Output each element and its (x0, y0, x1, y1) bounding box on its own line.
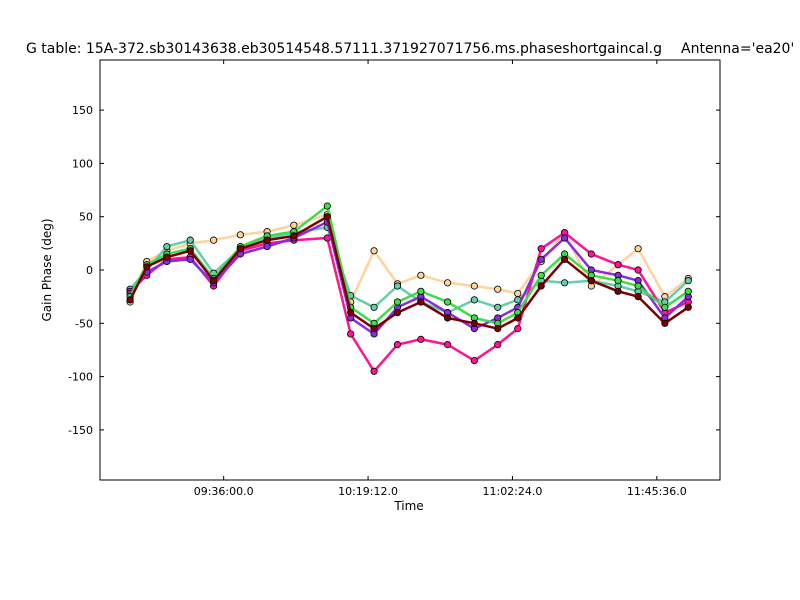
x-tick-label: 09:36:00.0 (194, 485, 254, 498)
series-layer (126, 202, 692, 375)
ticks-layer: -150 -100 -50 0 50 100 150 09:36:00.0 10:19:12.0… (68, 60, 720, 498)
y-tick-label: 100 (72, 157, 93, 170)
data-point (370, 325, 378, 333)
data-point (537, 255, 545, 263)
y-tick-label: 0 (86, 264, 93, 277)
data-point (494, 325, 502, 333)
x-tick-label: 10:19:12.0 (338, 485, 398, 498)
data-point (661, 319, 669, 327)
data-point (514, 325, 522, 333)
data-point (614, 277, 622, 285)
data-point (587, 250, 595, 258)
data-point (417, 335, 425, 343)
data-point (614, 261, 622, 269)
x-tick-label: 11:02:24.0 (482, 485, 542, 498)
x-tick-label: 11:45:36.0 (627, 485, 687, 498)
data-point (494, 341, 502, 349)
data-point (514, 314, 522, 322)
data-point (634, 293, 642, 301)
series-line (128, 203, 689, 325)
data-point (444, 341, 452, 349)
data-point (236, 245, 244, 253)
data-point (163, 242, 171, 251)
data-point (347, 309, 355, 317)
y-axis-label: Gain Phase (deg) (40, 218, 54, 321)
data-point (210, 277, 218, 285)
data-point (684, 287, 692, 295)
data-point (186, 247, 194, 255)
data-point (393, 309, 402, 317)
data-point (537, 282, 545, 290)
data-point (470, 319, 478, 327)
data-point (537, 245, 545, 253)
data-point (560, 279, 569, 287)
data-point (210, 236, 218, 244)
data-point (470, 357, 478, 365)
data-point (263, 242, 271, 251)
data-point (143, 263, 151, 271)
data-point (393, 341, 402, 349)
data-point (470, 282, 478, 290)
data-point (417, 271, 425, 279)
data-point (163, 253, 171, 261)
y-tick-label: -100 (68, 371, 93, 384)
data-point (323, 213, 331, 221)
series-line (129, 231, 689, 374)
data-point (587, 277, 595, 285)
y-tick-label: -150 (68, 424, 93, 437)
data-point (393, 282, 402, 290)
data-point (684, 277, 692, 285)
data-point (634, 282, 642, 290)
y-tick-label: 50 (79, 211, 93, 224)
data-point (370, 247, 378, 255)
data-point (444, 298, 452, 306)
data-point (494, 303, 502, 311)
data-point (444, 314, 452, 322)
data-point (444, 279, 452, 287)
data-point (614, 287, 622, 295)
data-point (634, 266, 642, 274)
data-point (370, 367, 378, 375)
data-point (661, 303, 669, 311)
data-point (186, 255, 194, 263)
series-3 (126, 229, 692, 375)
series-line (128, 214, 689, 331)
data-point (560, 255, 569, 263)
series-6 (126, 213, 692, 333)
data-point (126, 296, 134, 304)
data-point (494, 285, 502, 293)
data-point (417, 287, 425, 295)
data-point (634, 245, 642, 253)
x-axis-label: Time (393, 499, 423, 513)
data-point (470, 296, 478, 304)
data-point (323, 202, 331, 210)
antenna-annotation: Antenna='ea20' (681, 41, 794, 57)
data-point (347, 330, 355, 338)
data-point (417, 298, 425, 306)
series-line (129, 220, 690, 336)
data-point (537, 271, 545, 279)
data-point (290, 221, 298, 229)
data-point (514, 289, 522, 298)
data-point (370, 303, 378, 311)
data-point (684, 303, 692, 311)
chart-title: G table: 15A-372.sb30143638.eb30514548.5… (26, 41, 662, 57)
y-tick-label: 150 (72, 104, 93, 117)
data-point (560, 234, 569, 242)
y-tick-label: -50 (75, 317, 93, 330)
data-point (290, 232, 298, 240)
data-point (186, 236, 194, 244)
data-point (393, 298, 402, 306)
data-point (236, 231, 244, 239)
data-point (263, 236, 271, 244)
